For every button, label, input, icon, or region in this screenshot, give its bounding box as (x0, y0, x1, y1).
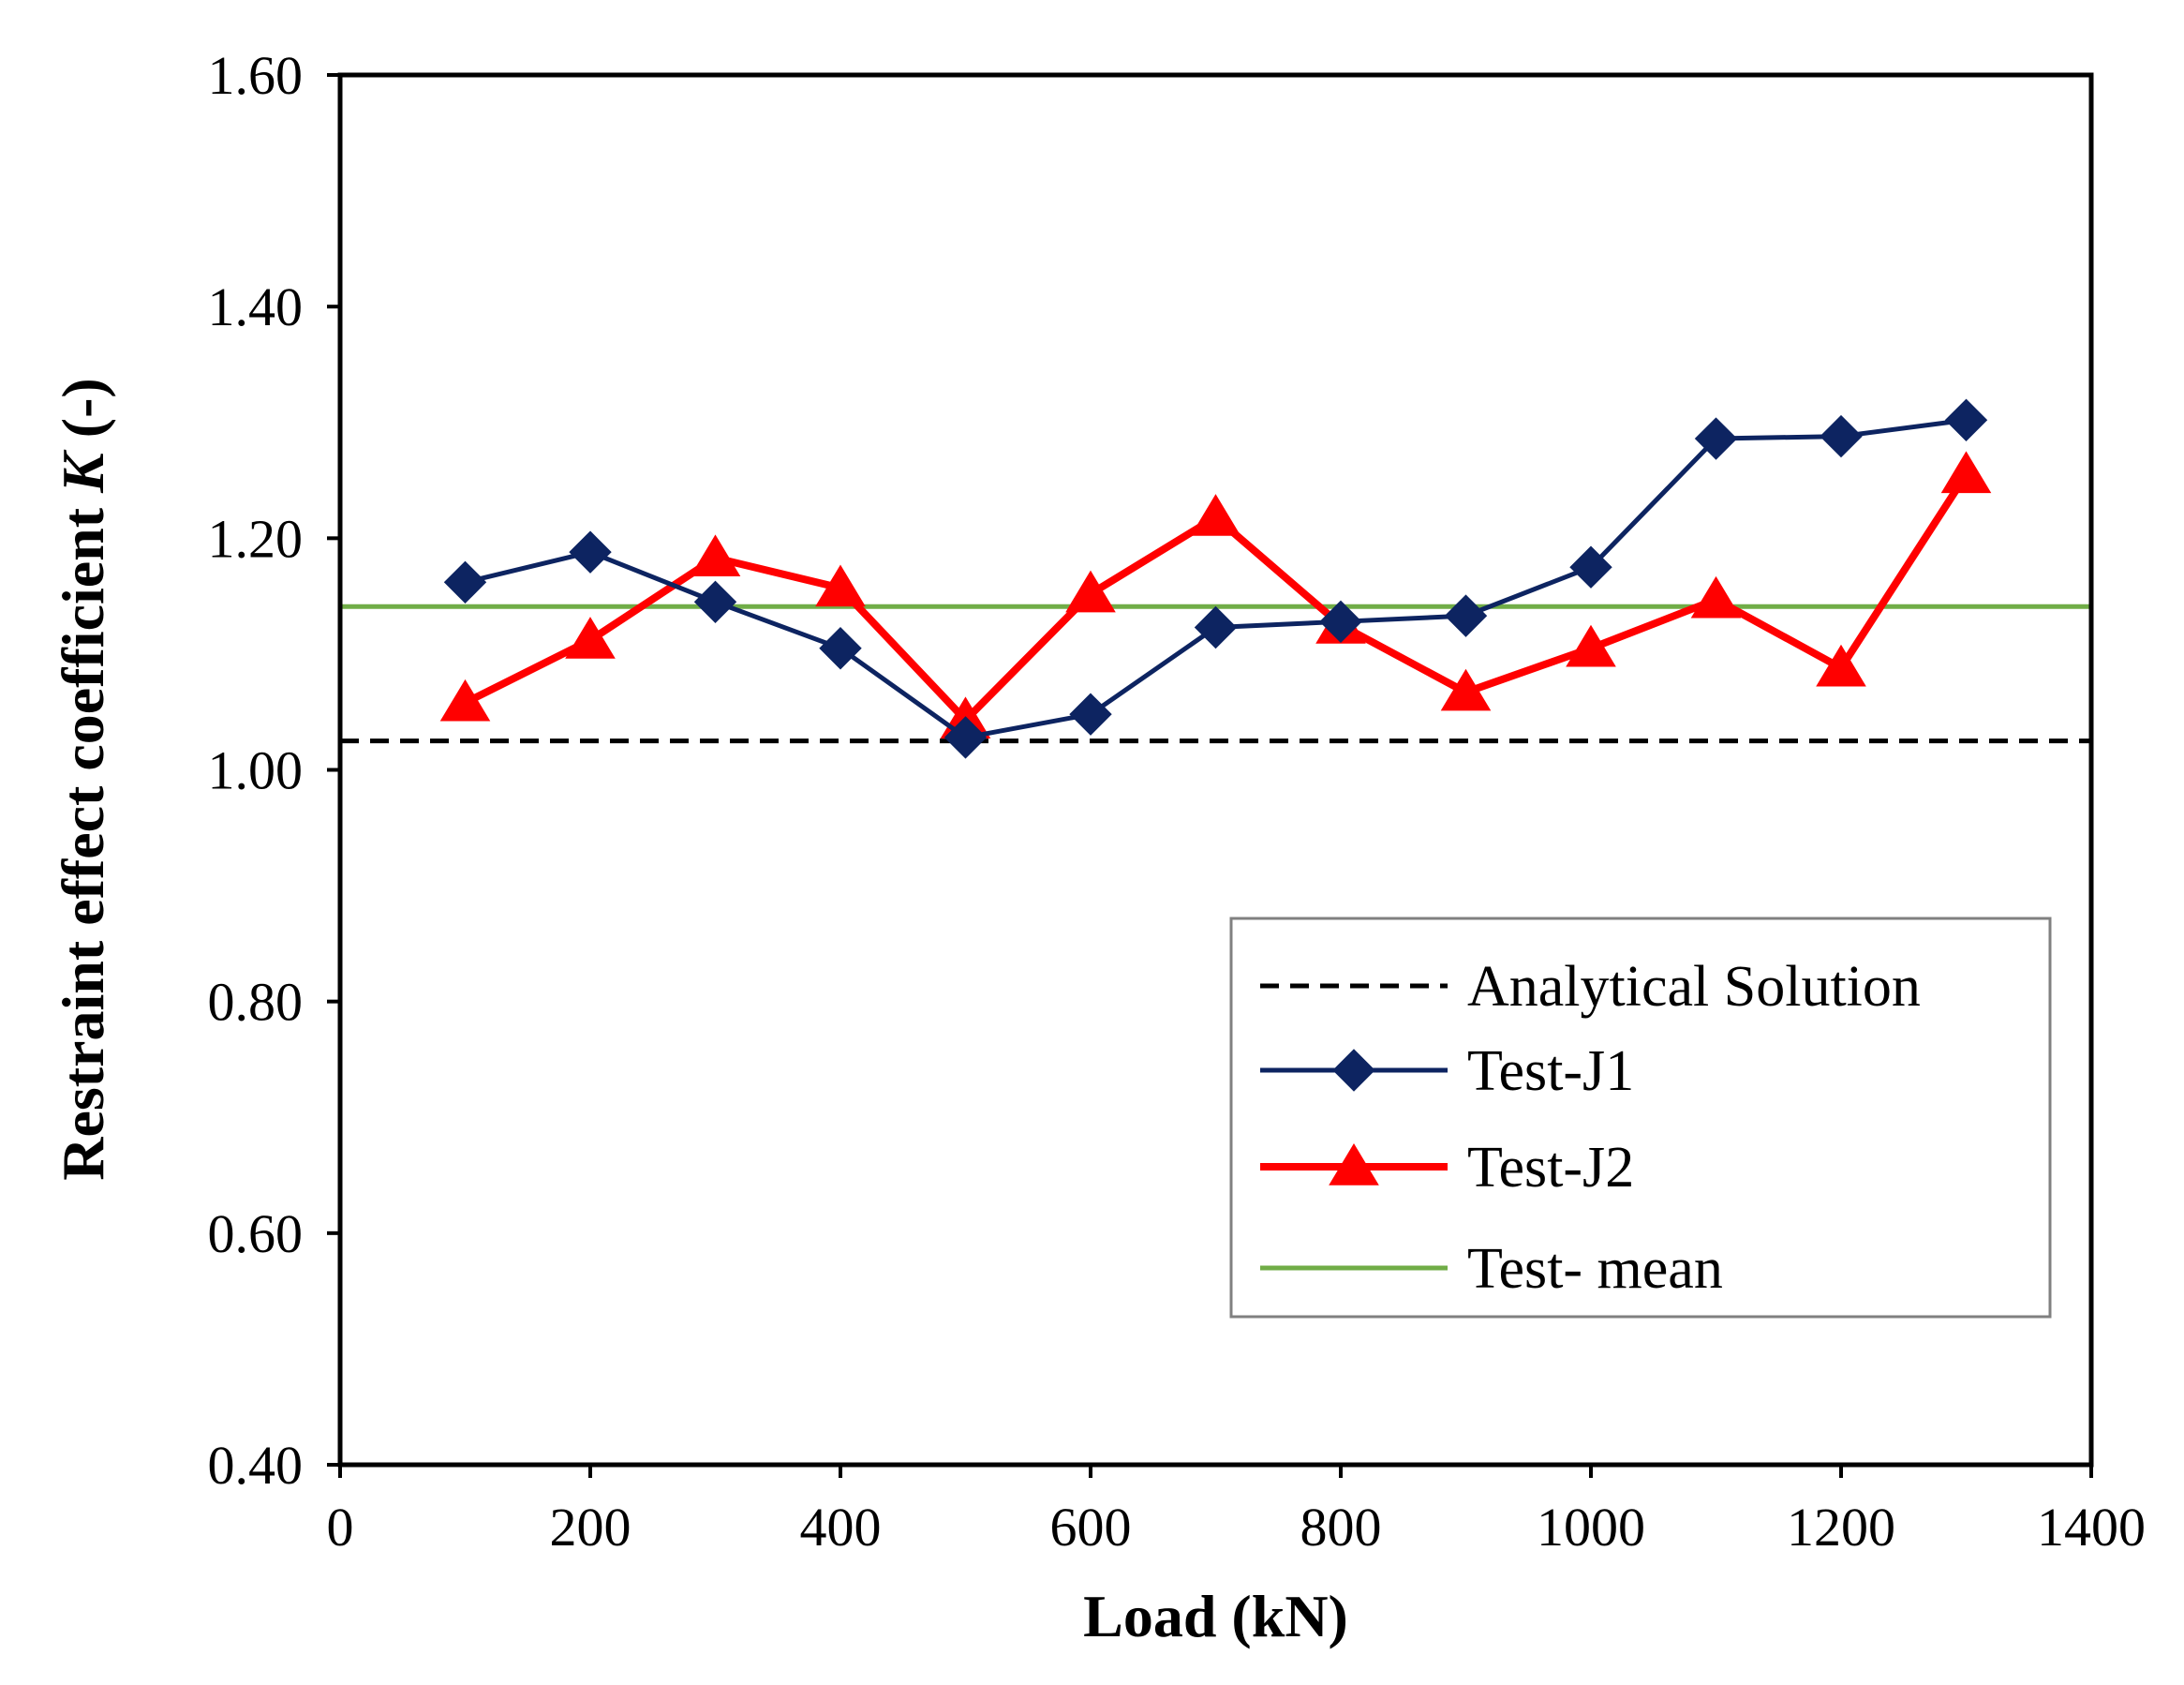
x-tick-label: 600 (1050, 1497, 1132, 1558)
x-tick-label: 800 (1300, 1497, 1382, 1558)
y-axis-title-variable: K (50, 449, 116, 494)
data-point-test-j2 (1940, 451, 1992, 494)
plot-area (340, 398, 2091, 759)
y-axis-title: Restraint effect coefficient K (-) (50, 378, 116, 1180)
data-point-test-j2 (1440, 668, 1492, 711)
data-point-test-j2 (439, 678, 491, 722)
x-tick-label: 400 (800, 1497, 882, 1558)
data-point-test-j1 (943, 716, 988, 759)
y-tick-label: 1.00 (208, 740, 304, 801)
y-tick-label: 0.40 (208, 1435, 304, 1496)
y-tick-label: 1.40 (208, 276, 304, 337)
x-tick-label: 1200 (1787, 1497, 1895, 1558)
y-axis-title-suffix: (-) (50, 378, 116, 453)
x-tick-label: 1000 (1537, 1497, 1645, 1558)
legend-label-analytical-solution: Analytical Solution (1467, 955, 1921, 1019)
data-point-test-j2 (690, 534, 741, 577)
y-axis-title-prefix: Restraint effect coefficient (50, 493, 116, 1181)
data-point-test-j1 (1194, 605, 1238, 649)
y-tick-label: 1.60 (208, 45, 304, 106)
data-point-test-j1 (1319, 600, 1362, 644)
data-point-test-j2 (1065, 570, 1116, 613)
data-point-test-j1 (1694, 417, 1738, 460)
data-point-test-j1 (1569, 545, 1612, 589)
x-axis-title: Load (kN) (1083, 1583, 1348, 1649)
legend-marker-test-j2 (1329, 1143, 1379, 1185)
y-tick-label: 0.80 (208, 972, 304, 1033)
x-tick-label: 1400 (2037, 1497, 2146, 1558)
legend-label-test-j2: Test-J2 (1467, 1136, 1634, 1200)
legend-marker-test-j1 (1332, 1049, 1375, 1092)
x-tick-label: 0 (327, 1497, 354, 1558)
data-point-test-j1 (443, 560, 487, 604)
data-point-test-j2 (565, 617, 616, 659)
data-point-test-j1 (1944, 398, 1988, 441)
axis-ticks: 0.40 0.60 0.80 1.00 1.20 1.40 1.60 0 200 400 600 80… (208, 45, 2147, 1558)
data-point-test-j2 (1690, 575, 1742, 619)
data-point-test-j1 (569, 530, 612, 574)
data-point-test-j1 (1069, 693, 1112, 736)
data-point-test-j1 (693, 580, 737, 624)
data-point-test-j2 (1816, 644, 1866, 687)
y-tick-label: 1.20 (208, 508, 304, 569)
legend-label-test-j1: Test-J1 (1467, 1039, 1634, 1103)
data-point-test-j2 (815, 564, 866, 607)
legend: Analytical Solution Test-J1 Test-J2 Test… (1229, 917, 2052, 1319)
legend-label-test-mean: Test- mean (1467, 1237, 1723, 1301)
data-point-test-j2 (1190, 494, 1241, 536)
data-point-test-j2 (1566, 624, 1616, 667)
data-point-test-j1 (819, 627, 862, 670)
data-point-test-j1 (1820, 414, 1863, 458)
x-tick-label: 200 (550, 1497, 631, 1558)
data-point-test-j1 (1444, 594, 1488, 637)
y-tick-label: 0.60 (208, 1203, 304, 1264)
